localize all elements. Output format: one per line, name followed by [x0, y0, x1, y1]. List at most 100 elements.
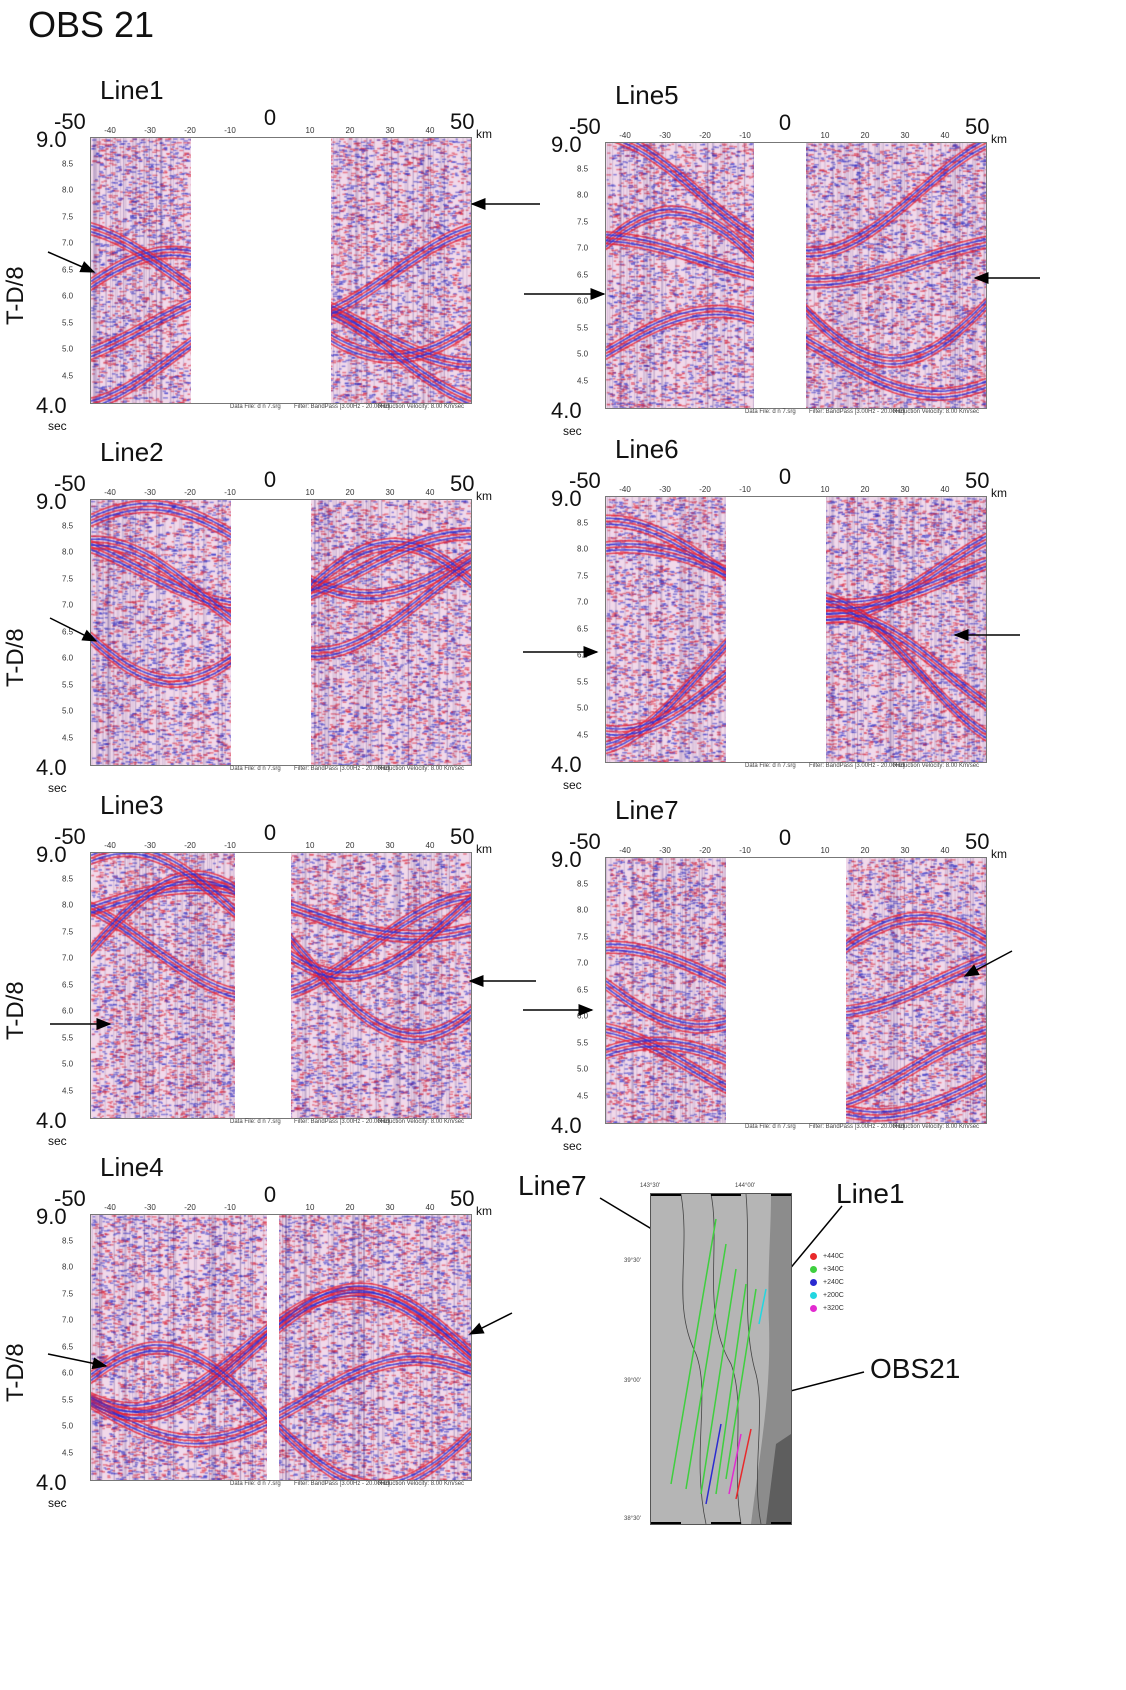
y-tick-label: 7.5 [62, 927, 74, 936]
x-center-label: 0 [778, 110, 792, 135]
footer-data-file: Data File: d n 7.srg [745, 409, 796, 415]
x-right-label: 50 [965, 829, 990, 854]
y-tick-label: 6.5 [62, 265, 74, 274]
footer-data-file: Data File: d n 7.srg [230, 766, 281, 772]
y-tick-label: 6.0 [577, 296, 589, 306]
x-tick-label: 10 [820, 846, 830, 855]
y-tick-label: 7.5 [577, 571, 589, 580]
x-right-label: 50 [450, 1186, 475, 1211]
panel-line4: Line4 -50 0 50 km 9.0 4.0 sec T-D/8 -40 -30 -20 -10 1… [2, 1152, 530, 1532]
x-tick-label: 40 [940, 846, 950, 855]
y-tick-label: 6.0 [577, 650, 589, 660]
x-center-label: 0 [263, 467, 277, 492]
data-gap [754, 143, 806, 408]
x-tick-label: -10 [224, 126, 236, 135]
y-tick-label: 5.0 [62, 706, 74, 716]
y-tick-label: 4.5 [62, 733, 74, 742]
footer-filter: Filter: BandPass [3.00Hz - 20.00Hz] [294, 404, 390, 410]
footer-filter: Filter: BandPass [3.00Hz - 20.00Hz] [294, 1481, 390, 1487]
y-tick-label: 7.5 [62, 212, 74, 221]
y-tick-label: 8.5 [62, 521, 74, 530]
data-gap [267, 1215, 279, 1480]
y-tick-label: 4.5 [577, 376, 589, 385]
x-left-label: -50 [54, 1186, 86, 1211]
y-tick-label: 5.0 [577, 703, 589, 713]
x-tick-label: -40 [104, 1203, 116, 1212]
y-tick-label: 5.5 [577, 677, 589, 686]
y-tick-label: 5.5 [62, 680, 74, 689]
map-callout-line7: Line7 [518, 1170, 587, 1201]
x-left-label: -50 [54, 824, 86, 849]
legend-label: +320C [823, 1305, 844, 1312]
y-tick-label: 7.5 [577, 217, 589, 226]
y-tick-label: 6.5 [577, 624, 589, 633]
x-tick-label: -20 [699, 846, 711, 855]
x-tick-label: 10 [305, 841, 315, 850]
y-tick-label: 7.0 [577, 958, 589, 968]
y-tick-label: 7.5 [62, 574, 74, 583]
x-tick-label: -40 [104, 841, 116, 850]
seismic-section [605, 496, 987, 763]
x-center-label: 0 [778, 464, 792, 489]
seismic-section [90, 1214, 472, 1481]
y-tick-label: 8.5 [62, 874, 74, 883]
y-tick-label: 8.0 [577, 905, 589, 915]
x-tick-label: -10 [224, 488, 236, 497]
x-tick-label: -40 [104, 488, 116, 497]
y-axis-label: T-D/8 [2, 266, 29, 325]
x-tick-label: -20 [699, 485, 711, 494]
y-bottom-label: 4.0 [36, 1470, 67, 1495]
footer-data-file: Data File: d n 7.srg [745, 763, 796, 769]
y-tick-label: 8.0 [62, 185, 74, 195]
map-lat-label-2: 39°00' [624, 1378, 641, 1384]
footer-filter: Filter: BandPass [3.00Hz - 20.00Hz] [809, 409, 905, 415]
x-tick-label: 10 [305, 1203, 315, 1212]
data-gap [726, 497, 826, 762]
legend-label: +340C [823, 1266, 844, 1273]
x-tick-label: -30 [659, 846, 671, 855]
x-tick-label: -30 [144, 1203, 156, 1212]
y-tick-label: 6.5 [577, 985, 589, 994]
y-tick-label: 5.0 [577, 1064, 589, 1074]
x-tick-label: -30 [144, 841, 156, 850]
y-top-label: 9.0 [551, 847, 582, 872]
x-center-label: 0 [263, 820, 277, 845]
x-tick-label: 20 [345, 126, 355, 135]
panel-line6: Line6 -50 0 50 km 9.0 4.0 sec -40 -30 -20 -10 10 20 30… [525, 434, 1045, 814]
y-tick-label: 7.0 [62, 600, 74, 610]
legend-dot-icon [810, 1292, 817, 1299]
map-lat-label-3: 38°30' [624, 1516, 641, 1522]
data-gap [235, 853, 291, 1118]
x-unit-label: km [476, 127, 492, 141]
y-tick-label: 6.0 [62, 291, 74, 301]
x-center-label: 0 [778, 825, 792, 850]
footer-filter: Filter: BandPass [3.00Hz - 20.00Hz] [809, 763, 905, 769]
x-unit-label: km [991, 847, 1007, 861]
y-tick-label: 6.0 [62, 1006, 74, 1016]
y-tick-label: 6.5 [62, 627, 74, 636]
x-unit-label: km [991, 132, 1007, 146]
x-tick-label: -20 [184, 1203, 196, 1212]
x-tick-label: 30 [385, 126, 395, 135]
x-tick-label: 20 [860, 846, 870, 855]
y-unit-label: sec [563, 1139, 582, 1153]
panel-label: Line1 [100, 75, 164, 105]
panel-label: Line4 [100, 1152, 164, 1182]
legend-item: +340C [810, 1263, 844, 1276]
footer-filter: Filter: BandPass [3.00Hz - 20.00Hz] [294, 766, 390, 772]
legend-dot-icon [810, 1253, 817, 1260]
y-tick-label: 7.0 [577, 597, 589, 607]
y-top-label: 9.0 [551, 486, 582, 511]
y-unit-label: sec [563, 778, 582, 792]
panel-label: Line3 [100, 790, 164, 820]
y-tick-label: 6.0 [577, 1011, 589, 1021]
y-tick-label: 4.5 [62, 1086, 74, 1095]
y-top-label: 9.0 [36, 489, 67, 514]
y-axis-label: T-D/8 [2, 628, 29, 687]
y-top-label: 9.0 [551, 132, 582, 157]
seismic-section [90, 499, 472, 766]
x-tick-label: 30 [900, 846, 910, 855]
footer-reduction: Reduction Velocity: 8.00 Km/sec [893, 409, 980, 415]
x-tick-label: -20 [184, 488, 196, 497]
y-tick-label: 4.5 [62, 371, 74, 380]
